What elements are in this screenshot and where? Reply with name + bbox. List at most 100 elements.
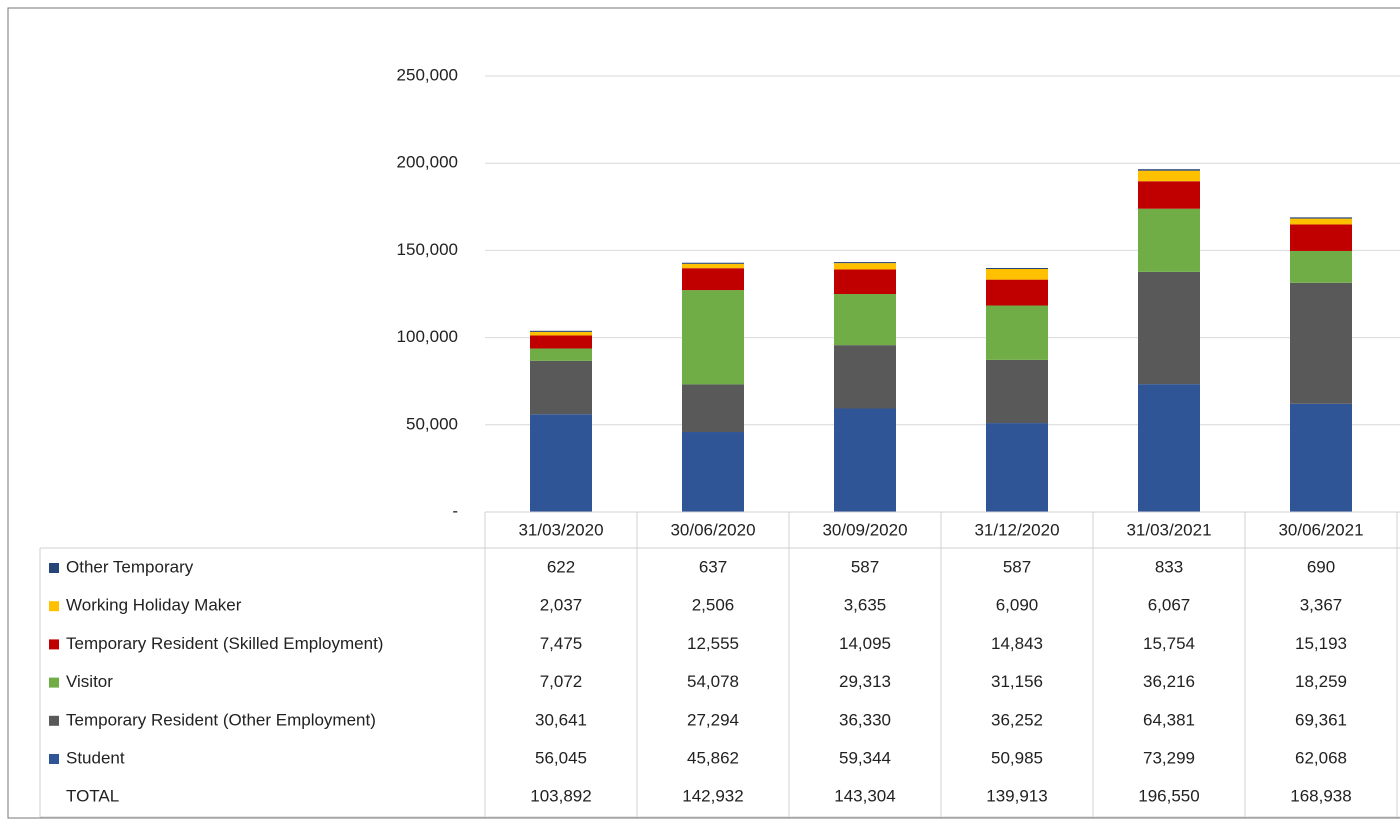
table-value: 6,067 [1148,596,1191,615]
total-value: 142,932 [682,787,743,806]
legend-label: Temporary Resident (Other Employment) [66,710,376,729]
table-value: 31,156 [991,672,1043,691]
table-value: 18,259 [1295,672,1347,691]
legend-key [49,715,59,726]
frame [7,7,1400,819]
table-value: 833 [1155,557,1183,576]
bar-segment [682,268,744,291]
x-tick-label: 31/03/2021 [1126,520,1211,539]
bar-segment [530,360,592,415]
bar-segment [1138,169,1200,171]
legend-label: Student [66,748,125,767]
bar-segment [986,267,1048,270]
table-value: 30,641 [535,710,587,729]
table-value: 36,252 [991,710,1043,729]
x-tick-label: 31/03/2020 [518,520,603,539]
table-value: 2,037 [540,596,583,615]
total-value: 196,550 [1138,787,1199,806]
y-tick-label: 100,000 [397,327,458,346]
x-tick-label: 30/06/2020 [670,520,755,539]
table-value: 15,754 [1143,634,1195,653]
table-value: 64,381 [1143,710,1195,729]
bar-segment [1138,208,1200,272]
bar-segment [1138,170,1200,182]
table-value: 59,344 [839,748,891,767]
bar-segment [682,384,744,433]
bar-segment [834,294,896,346]
y-tick-label: 200,000 [397,153,458,172]
bar-segment [986,269,1048,280]
legend-key [49,677,59,688]
legend-label: Other Temporary [66,557,194,576]
legend-key [49,601,59,612]
bar-segment [1138,271,1200,385]
table-value: 69,361 [1295,710,1347,729]
x-tick-label: 31/12/2020 [974,520,1059,539]
legend-key [49,563,59,573]
total-value: 143,304 [834,787,895,806]
table-value: 587 [1003,557,1031,576]
table-value: 36,216 [1143,672,1195,691]
bar-segment [1138,181,1200,209]
legend-label: Working Holiday Maker [66,596,242,615]
total-label: TOTAL [66,787,119,806]
bar-segment [530,348,592,361]
total-value: 103,892 [530,787,591,806]
legend-key [49,639,59,650]
table-value: 6,090 [996,596,1039,615]
table-value: 690 [1307,557,1335,576]
y-tick-label: - [452,501,458,520]
table-value: 637 [699,557,727,576]
x-tick-label: 30/06/2021 [1278,520,1363,539]
bar-segment [1290,403,1352,512]
legend-label: Visitor [66,672,113,691]
table-value: 62,068 [1295,748,1347,767]
bar-segment [986,423,1048,512]
bar-segment [1290,224,1352,251]
table-value: 14,095 [839,634,891,653]
y-tick-label: 150,000 [397,240,458,259]
bar-segment [1290,217,1352,219]
bar-segment [1290,282,1352,404]
bar-segment [530,414,592,512]
bar-segment [834,408,896,512]
bar-segment [1290,250,1352,283]
table-value: 73,299 [1143,748,1195,767]
y-tick-label: 250,000 [397,65,458,84]
table-value: 3,367 [1300,596,1343,615]
bar-segment [834,269,896,295]
table-value: 622 [547,557,575,576]
bar-segment [530,335,592,349]
table-value: 7,475 [540,634,583,653]
bar-segment [986,305,1048,360]
table-value: 45,862 [687,748,739,767]
table-value: 27,294 [687,710,739,729]
bar-segment [834,262,896,264]
table-value: 12,555 [687,634,739,653]
table-value: 7,072 [540,672,583,691]
x-tick-label: 30/09/2020 [822,520,907,539]
table-value: 2,506 [692,596,735,615]
bar-segment [834,263,896,270]
total-value: 168,938 [1290,787,1351,806]
bar-segment [682,290,744,385]
bar-segment [1138,384,1200,512]
legend-label: Temporary Resident (Skilled Employment) [66,634,383,653]
bar-segment [1290,218,1352,225]
table-value: 29,313 [839,672,891,691]
legend-key [49,754,59,764]
table-value: 36,330 [839,710,891,729]
total-value: 139,913 [986,787,1047,806]
table-value: 3,635 [844,596,887,615]
bar-segment [834,345,896,409]
bar-segment [682,263,744,269]
bar-segment [986,359,1048,424]
bar-segment [530,330,592,332]
table-value: 15,193 [1295,634,1347,653]
table-value: 50,985 [991,748,1043,767]
bar-segment [682,262,744,264]
bar-segment [986,279,1048,306]
table-value: 56,045 [535,748,587,767]
table-value: 54,078 [687,672,739,691]
